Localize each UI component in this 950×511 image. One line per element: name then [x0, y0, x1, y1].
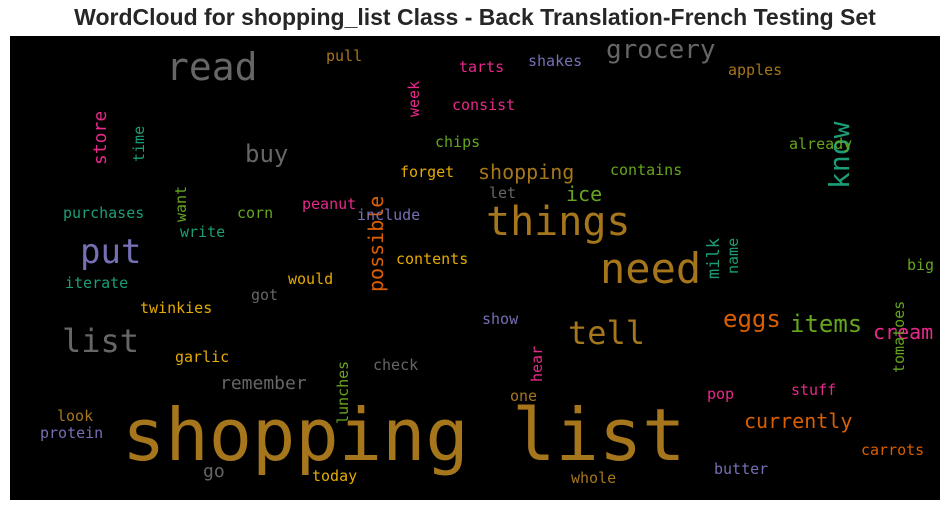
word-list: list: [62, 322, 140, 360]
word-tarts: tarts: [459, 58, 505, 76]
word-contains: contains: [610, 161, 683, 179]
word-would: would: [288, 270, 334, 288]
word-ice: ice: [566, 182, 603, 206]
word-shakes: shakes: [528, 52, 583, 70]
word-chips: chips: [435, 133, 481, 151]
word-garlic: garlic: [175, 348, 230, 366]
word-week: week: [405, 80, 423, 117]
word-shopping: shopping: [478, 160, 575, 184]
word-let: let: [489, 184, 517, 202]
word-one: one: [510, 387, 538, 405]
word-remember: remember: [220, 373, 307, 394]
word-tell: tell: [568, 314, 646, 352]
word-tomatoes: tomatoes: [890, 300, 908, 373]
word-name: name: [724, 237, 742, 274]
word-iterate: iterate: [65, 274, 129, 292]
word-pop: pop: [707, 385, 735, 403]
word-butter: butter: [714, 460, 769, 478]
word-eggs: eggs: [723, 305, 781, 333]
chart-title: WordCloud for shopping_list Class - Back…: [74, 4, 876, 30]
word-read: read: [166, 45, 258, 89]
word-want: want: [172, 185, 190, 222]
word-pull: pull: [326, 47, 363, 65]
word-items: items: [790, 310, 863, 338]
word-peanut: peanut: [302, 195, 357, 213]
word-corn: corn: [237, 204, 274, 222]
word-store: store: [90, 110, 111, 165]
word-things: things: [486, 199, 631, 245]
word-cloud: shopping list things need read put list …: [10, 36, 940, 500]
word-whole: whole: [571, 469, 617, 487]
word-consist: consist: [452, 96, 516, 114]
word-include: include: [357, 206, 421, 224]
word-stuff: stuff: [791, 381, 837, 399]
word-put: put: [80, 232, 142, 272]
word-currently: currently: [744, 409, 853, 433]
word-forget: forget: [400, 163, 455, 181]
word-hear: hear: [528, 345, 546, 382]
word-carrots: carrots: [861, 441, 925, 459]
word-twinkies: twinkies: [140, 299, 213, 317]
word-show: show: [482, 310, 519, 328]
word-check: check: [373, 356, 419, 374]
word-contents: contents: [396, 250, 469, 268]
word-already: already: [789, 135, 853, 153]
word-grocery: grocery: [606, 36, 716, 65]
word-need: need: [600, 244, 702, 293]
word-write: write: [180, 223, 226, 241]
word-shopping-list: shopping list: [122, 393, 686, 477]
word-cream: cream: [873, 320, 934, 344]
word-purchases: purchases: [63, 204, 145, 222]
word-protein: protein: [40, 424, 104, 442]
word-know: know: [823, 121, 856, 189]
word-big: big: [907, 256, 935, 274]
word-time: time: [130, 125, 148, 162]
word-lunches: lunches: [334, 360, 352, 424]
word-today: today: [312, 467, 358, 485]
word-look: look: [57, 407, 94, 425]
word-go: go: [203, 461, 225, 482]
word-apples: apples: [728, 61, 783, 79]
word-got: got: [251, 286, 279, 304]
word-milk: milk: [704, 238, 724, 279]
word-buy: buy: [245, 140, 289, 168]
